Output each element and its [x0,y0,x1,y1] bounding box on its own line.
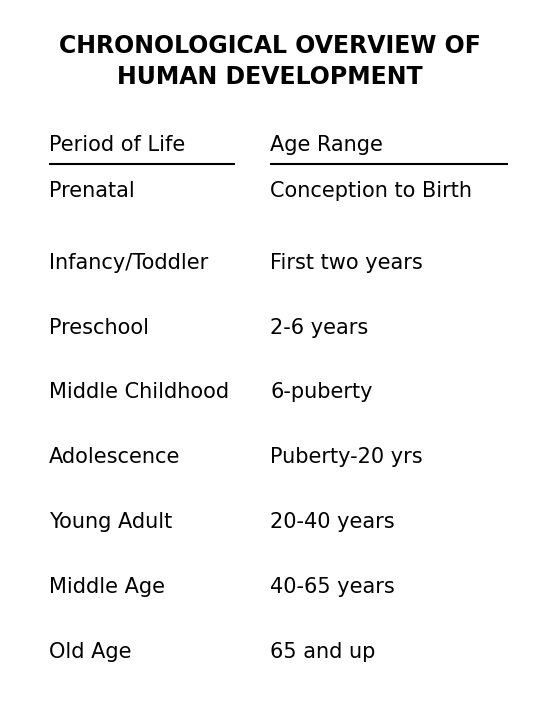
Text: First two years: First two years [270,253,423,273]
Text: 20-40 years: 20-40 years [270,512,395,532]
Text: Middle Childhood: Middle Childhood [49,382,229,402]
Text: Conception to Birth: Conception to Birth [270,181,472,201]
Text: Old Age: Old Age [49,642,131,662]
Text: 6-puberty: 6-puberty [270,382,373,402]
Text: 65 and up: 65 and up [270,642,375,662]
Text: CHRONOLOGICAL OVERVIEW OF
HUMAN DEVELOPMENT: CHRONOLOGICAL OVERVIEW OF HUMAN DEVELOPM… [59,34,481,89]
Text: 2-6 years: 2-6 years [270,318,368,338]
Text: Middle Age: Middle Age [49,577,165,597]
Text: Young Adult: Young Adult [49,512,172,532]
Text: Adolescence: Adolescence [49,447,180,467]
Text: Period of Life: Period of Life [49,135,185,155]
Text: 40-65 years: 40-65 years [270,577,395,597]
Text: Puberty-20 yrs: Puberty-20 yrs [270,447,423,467]
Text: Preschool: Preschool [49,318,149,338]
Text: Infancy/Toddler: Infancy/Toddler [49,253,208,273]
Text: Prenatal: Prenatal [49,181,134,201]
Text: Age Range: Age Range [270,135,383,155]
